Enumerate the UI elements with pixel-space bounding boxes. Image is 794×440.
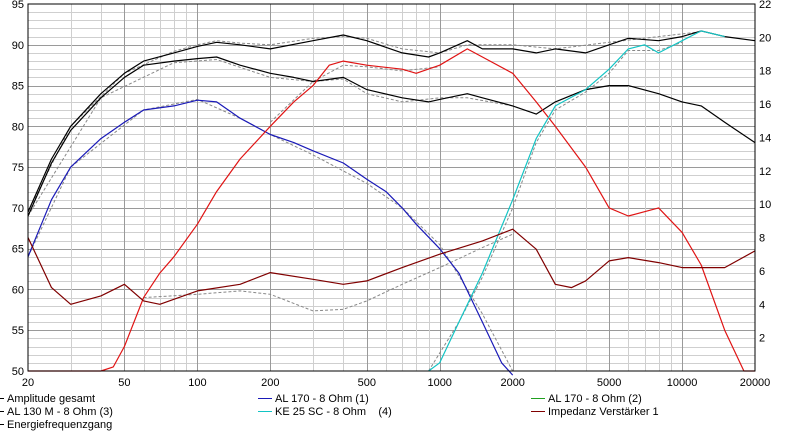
y-right-tick-label: 4	[759, 299, 765, 311]
legend-item-amplitude: Amplitude gesamt	[0, 393, 95, 406]
energy-curve	[143, 233, 513, 312]
y-right-tick-label: 16	[759, 99, 771, 111]
series-line	[28, 48, 755, 372]
series-line	[27, 228, 756, 305]
y-left-tick-label: 95	[12, 0, 24, 11]
y-left-tick-label: 50	[12, 366, 24, 378]
y-left-tick-label: 70	[12, 203, 24, 215]
legend: Amplitude gesamt AL 170 - 8 Ohm (1) AL 1…	[0, 392, 794, 440]
legend-item-ke25: KE 25 SC - 8 Ohm (4)	[258, 406, 392, 419]
legend-item-al130: AL 130 M - 8 Ohm (3)	[0, 406, 113, 419]
y-left-tick-label: 65	[12, 244, 24, 256]
y-left-tick-label: 55	[12, 325, 24, 337]
legend-label: AL 170 - 8 Ohm (2)	[548, 393, 642, 405]
y-right-tick-label: 14	[759, 133, 771, 145]
y-right-tick-label: 6	[759, 266, 765, 278]
curves	[27, 30, 756, 376]
legend-swatch	[0, 398, 4, 399]
energy-curve	[428, 41, 683, 372]
y-right-tick-label: 8	[759, 233, 765, 245]
legend-label: AL 170 - 8 Ohm (1)	[275, 393, 369, 405]
legend-label: KE 25 SC - 8 Ohm (4)	[275, 406, 392, 418]
y-right-tick-label: 22	[759, 0, 771, 11]
legend-label: Energiefrequenzgang	[7, 419, 113, 431]
series-line	[428, 30, 725, 372]
y-right-tick-label: 12	[759, 166, 771, 178]
x-tick-label: 200	[261, 377, 279, 389]
x-tick-label: 500	[358, 377, 376, 389]
y-right-tick-label: 20	[759, 32, 771, 44]
legend-label: Impedanz Verstärker 1	[548, 406, 659, 418]
y-left-tick-label: 85	[12, 81, 24, 93]
energy-curve	[27, 58, 513, 217]
x-tick-label: 2000	[500, 377, 524, 389]
legend-label: Amplitude gesamt	[7, 393, 96, 405]
x-tick-label: 1000	[427, 377, 451, 389]
series-line	[27, 30, 756, 213]
legend-swatch	[0, 411, 4, 412]
y-left-tick-label: 60	[12, 284, 24, 296]
series-line	[27, 56, 756, 217]
legend-label: AL 130 M - 8 Ohm (3)	[7, 406, 113, 418]
legend-swatch	[0, 424, 4, 425]
x-tick-label: 10000	[667, 377, 698, 389]
y-right-tick-label: 10	[759, 199, 771, 211]
legend-item-energie: Energiefrequenzgang	[0, 419, 112, 432]
legend-swatch	[258, 398, 272, 399]
legend-item-impedanz: Impedanz Verstärker 1	[531, 406, 659, 419]
legend-swatch	[531, 398, 545, 399]
energy-curve	[27, 98, 514, 372]
y-right-tick-label: 18	[759, 66, 771, 78]
series-line	[27, 99, 514, 376]
energy-curve	[269, 64, 440, 123]
legend-swatch	[258, 411, 272, 412]
x-tick-label: 100	[188, 377, 206, 389]
y-left-tick-label: 80	[12, 121, 24, 133]
y-left-tick-label: 90	[12, 40, 24, 52]
x-tick-label: 5000	[597, 377, 621, 389]
x-tick-label: 50	[118, 377, 130, 389]
y-right-tick-label: 2	[759, 333, 765, 345]
legend-swatch	[531, 411, 545, 412]
legend-item-al170-2: AL 170 - 8 Ohm (2)	[531, 393, 642, 406]
plot-frame	[27, 3, 756, 372]
frequency-response-chart: 20 50 100 200 500 1000 2000 5000 10000 2000050556…	[11, 0, 772, 389]
x-tick-label: 20000	[740, 377, 771, 389]
x-tick-label: 20	[22, 377, 34, 389]
y-left-tick-label: 75	[12, 162, 24, 174]
legend-item-al170-1: AL 170 - 8 Ohm (1)	[258, 393, 369, 406]
tick-labels: 20 50 100 200 500 1000 2000 5000 10000 2000050556…	[12, 0, 772, 389]
